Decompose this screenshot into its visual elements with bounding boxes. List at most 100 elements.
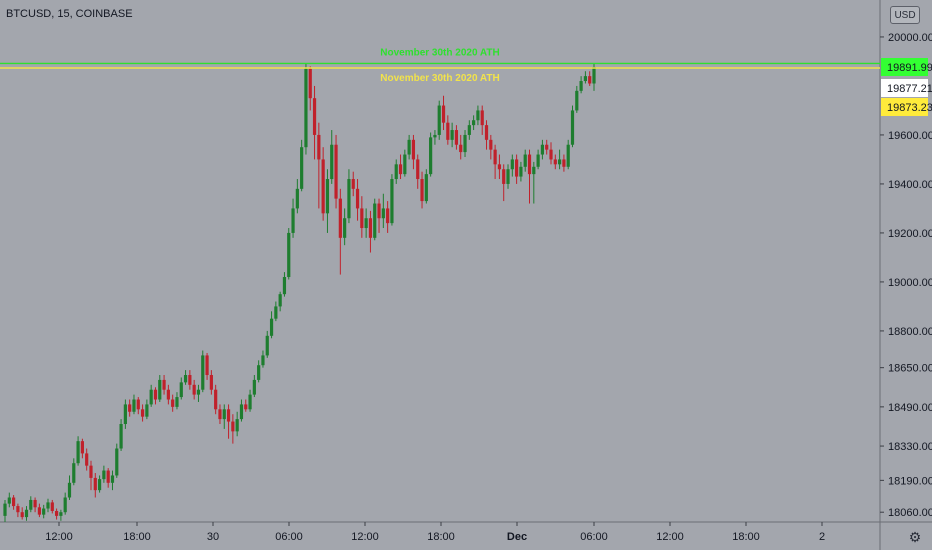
candle-body (480, 110, 484, 126)
candle-body (566, 144, 570, 167)
candle-body (252, 379, 256, 395)
candle-body (149, 389, 153, 405)
candle-body (50, 502, 54, 511)
candle-body (239, 404, 244, 420)
candle-body (484, 125, 489, 140)
candle-body (437, 105, 441, 135)
candle-body (570, 110, 575, 145)
candle-body (519, 166, 523, 177)
y-tick-label: 19000.00 (888, 277, 932, 289)
candle-body (467, 125, 471, 135)
candle-body (575, 90, 579, 111)
candle-body (515, 159, 519, 177)
candle-body (355, 188, 360, 209)
candle-body (11, 497, 16, 507)
y-tick-label: 18650.00 (888, 363, 932, 375)
white-price-label-box (881, 79, 928, 97)
candle-body (192, 384, 196, 395)
green-price-label: 19891.99 (887, 62, 932, 74)
candle-body (231, 421, 235, 432)
x-tick-label: 18:00 (123, 531, 151, 543)
candle-body (489, 139, 493, 150)
candle-body (85, 453, 89, 466)
candle-body (287, 232, 291, 278)
candle-body (115, 448, 119, 476)
candle-body (214, 389, 218, 410)
x-tick-label: 30 (207, 531, 219, 543)
candle-body (63, 497, 67, 513)
candle-body (37, 507, 41, 515)
candle-body (128, 404, 132, 412)
candle-body (536, 154, 540, 167)
candle-body (343, 218, 347, 238)
candle-body (497, 164, 502, 170)
currency-button[interactable]: USD (890, 6, 920, 24)
candle-body (540, 144, 545, 155)
candle-body (368, 218, 373, 238)
candle-body (24, 509, 29, 518)
candle-body (80, 441, 84, 454)
symbol-label[interactable]: BTCUSD, 15, COINBASE (6, 8, 133, 20)
x-tick-label: 06:00 (275, 531, 303, 543)
candle-body (33, 499, 37, 508)
gear-icon[interactable]: ⚙ (908, 529, 922, 545)
green-line-label: November 30th 2020 ATH (380, 47, 500, 58)
candle-body (510, 159, 514, 170)
candle-body (291, 208, 295, 233)
candle-body (325, 179, 330, 214)
x-tick-label: 2 (819, 531, 825, 543)
candle-body (76, 441, 80, 464)
y-tick-label: 19600.00 (888, 130, 932, 142)
candle-body (261, 355, 265, 366)
white-price-label: 19877.21 (887, 83, 932, 95)
candle-body (545, 144, 549, 150)
candle-body (106, 470, 110, 483)
candle-body (338, 198, 342, 238)
candle-body (248, 394, 252, 410)
candle-body (527, 154, 532, 175)
candle-body (433, 134, 437, 138)
candle-body (424, 174, 428, 202)
candle-body (553, 159, 557, 165)
candle-body (583, 76, 588, 82)
y-tick-label: 19200.00 (888, 228, 932, 240)
candle-body (364, 218, 368, 229)
candle-body (403, 154, 407, 175)
candle-body (398, 164, 403, 175)
candle-body (145, 404, 149, 417)
candle-body (140, 409, 145, 417)
x-tick-label: 12:00 (656, 531, 684, 543)
x-tick-label: 18:00 (732, 531, 760, 543)
candle-body (407, 139, 411, 155)
candle-body (472, 120, 476, 126)
candle-body (312, 98, 317, 135)
candle-body (136, 399, 140, 410)
x-tick-label: 06:00 (580, 531, 608, 543)
candle-body (179, 382, 183, 398)
candle-body (110, 475, 115, 483)
candle-body (592, 67, 596, 84)
yellow-price-label: 19873.23 (887, 102, 932, 114)
candle-body (381, 208, 385, 219)
candle-body (222, 409, 226, 420)
candle-body (59, 512, 63, 516)
x-tick-label: 18:00 (427, 531, 455, 543)
candle-body (304, 68, 308, 148)
candle-body (558, 159, 562, 165)
candle-body (351, 179, 355, 189)
candle-body (300, 147, 304, 189)
yellow-price-label-box (881, 98, 928, 116)
candle-body (166, 389, 170, 400)
candle-body (158, 379, 162, 400)
y-tick-label: 18060.00 (888, 507, 932, 519)
candle-body (257, 365, 261, 380)
candle-body (330, 144, 334, 180)
candle-body (588, 76, 592, 84)
candle-body (205, 355, 209, 376)
candle-body (416, 159, 420, 180)
candle-body (360, 208, 364, 229)
candle-body (274, 306, 278, 319)
yellow-line-label: November 30th 2020 ATH (380, 73, 500, 84)
candle-body (171, 399, 175, 407)
